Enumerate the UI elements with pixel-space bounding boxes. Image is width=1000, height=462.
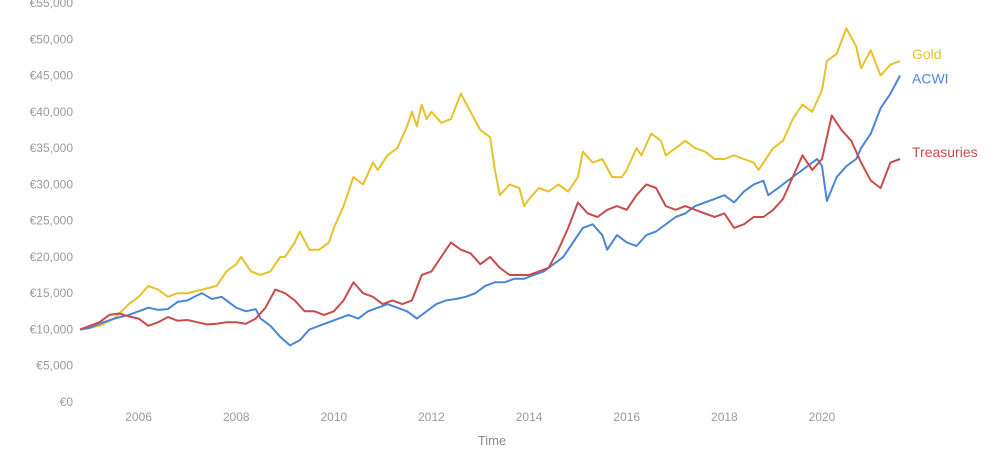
y-tick-label: €5,000 (36, 359, 73, 373)
y-tick-label: €30,000 (30, 177, 74, 191)
series-line-treasuries (79, 114, 901, 331)
series-label-treasuries: Treasuries (912, 144, 978, 160)
series-label-acwi: ACWI (912, 71, 949, 87)
y-tick-label: €15,000 (30, 286, 74, 300)
x-tick-label: 2018 (711, 410, 738, 424)
y-tick-label: €40,000 (30, 105, 74, 119)
y-axis-tick-labels: €0 €5,000 €10,000 €15,000 €20,000 €25,000 €30,… (30, 0, 74, 409)
y-tick-label: €25,000 (30, 214, 74, 228)
x-tick-label: 2016 (613, 410, 640, 424)
series-end-labels: Gold ACWI Treasuries (912, 46, 978, 160)
y-tick-label: €45,000 (30, 69, 74, 83)
series-line-acwi (79, 75, 901, 347)
series-lines (79, 27, 901, 347)
x-tick-label: 2008 (223, 410, 250, 424)
y-tick-label: €10,000 (30, 322, 74, 336)
x-tick-label: 2006 (125, 410, 152, 424)
x-axis-title: Time (478, 433, 506, 448)
y-tick-label: €50,000 (30, 32, 74, 46)
series-label-gold: Gold (912, 46, 942, 62)
x-axis-tick-labels: 2006 2008 2010 2012 2014 2016 2018 2020 (125, 410, 835, 424)
y-tick-label: €0 (60, 395, 74, 409)
y-tick-label: €35,000 (30, 141, 74, 155)
x-tick-label: 2020 (809, 410, 836, 424)
series-line-gold (79, 27, 901, 331)
y-tick-label: €20,000 (30, 250, 74, 264)
y-tick-label: €55,000 (30, 0, 74, 10)
x-tick-label: 2014 (516, 410, 543, 424)
x-tick-label: 2010 (320, 410, 347, 424)
x-tick-label: 2012 (418, 410, 445, 424)
